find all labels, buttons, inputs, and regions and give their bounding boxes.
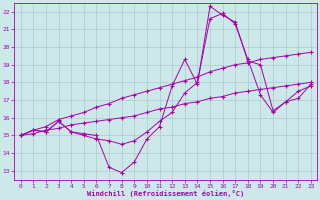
X-axis label: Windchill (Refroidissement éolien,°C): Windchill (Refroidissement éolien,°C) [87,190,244,197]
